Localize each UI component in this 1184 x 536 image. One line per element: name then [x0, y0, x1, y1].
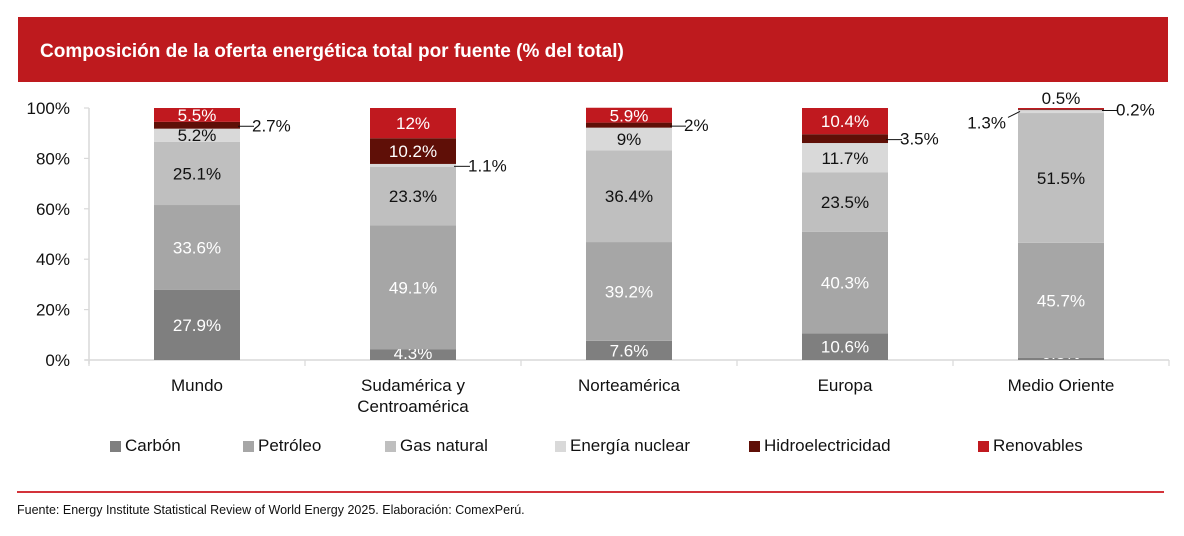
- legend-swatch-petroleo: [243, 440, 254, 452]
- title-banner: Composición de la oferta energética tota…: [18, 17, 1168, 82]
- bar-segment-hidroelectricidad: [586, 122, 672, 128]
- legend-item-carbon: Carbón: [110, 436, 181, 456]
- bar-segment-carb-n: [154, 289, 240, 360]
- y-tick-label: 20%: [36, 301, 70, 320]
- data-label: 10.6%: [821, 338, 869, 357]
- data-label-callout: 1.1%: [468, 156, 507, 175]
- bar-segment-energ-a-nuclear: [370, 163, 456, 167]
- bar-segment-renovables: [370, 108, 456, 139]
- data-label-callout: 2.7%: [252, 116, 291, 135]
- legend-item-hidroelectricidad: Hidroelectricidad: [749, 436, 891, 456]
- bar-segment-petr-leo: [370, 225, 456, 350]
- bar-segment-gas-natural: [370, 166, 456, 226]
- data-label-callout: 0.2%: [1116, 101, 1155, 120]
- bar-segment-hidroelectricidad: [370, 138, 456, 164]
- data-label-callout: 1.3%: [967, 113, 1006, 132]
- data-label: 40.3%: [821, 274, 869, 293]
- data-label: 5.5%: [178, 106, 217, 125]
- bar-segment-petr-leo: [802, 231, 888, 334]
- data-label: 5.9%: [610, 107, 649, 126]
- data-label: 10.4%: [821, 112, 869, 131]
- bar-segment-petr-leo: [1018, 242, 1104, 358]
- data-label-callout: 3.5%: [900, 130, 939, 149]
- footer-divider: [17, 491, 1164, 493]
- bar-segment-carb-n: [370, 349, 456, 360]
- legend-label: Energía nuclear: [570, 436, 691, 455]
- data-label: 25.1%: [173, 164, 221, 183]
- bar-segment-carb-n: [802, 333, 888, 360]
- data-label: 11.7%: [822, 149, 869, 168]
- data-label: 10.2%: [389, 142, 437, 161]
- bar-segment-renovables: [154, 108, 240, 122]
- data-label: 33.6%: [173, 238, 221, 257]
- data-label: 27.9%: [173, 316, 221, 335]
- bar-segment-hidroelectricidad: [802, 134, 888, 144]
- legend-label: Gas natural: [400, 436, 488, 455]
- data-label: 23.3%: [389, 187, 437, 206]
- x-category-label: Sudamérica y: [361, 376, 465, 395]
- bar-segment-carb-n: [586, 340, 672, 360]
- legend: Carbón Petróleo Gas natural Energía nucl…: [0, 436, 1184, 456]
- data-label-callout: 2%: [684, 116, 709, 135]
- data-label: 5.2%: [178, 126, 217, 145]
- legend-item-renovables: Renovables: [978, 436, 1083, 456]
- bar-segment-renovables: [802, 108, 888, 135]
- x-category-label: Mundo: [171, 376, 223, 395]
- y-tick-label: 100%: [27, 99, 70, 118]
- data-label-callout: 0.5%: [1042, 89, 1081, 108]
- legend-swatch-renovables: [978, 440, 989, 452]
- x-category-label: Europa: [818, 376, 873, 395]
- bar-segment-hidroelectricidad: [1018, 109, 1104, 111]
- y-tick-label: 40%: [36, 250, 70, 269]
- bar-segment-energ-a-nuclear: [154, 128, 240, 142]
- data-label: 12%: [396, 114, 430, 133]
- legend-swatch-gas-natural: [385, 440, 396, 452]
- bar-segment-gas-natural: [802, 172, 888, 232]
- legend-item-petroleo: Petróleo: [243, 436, 321, 456]
- data-label: 36.4%: [605, 187, 653, 206]
- legend-item-gas-natural: Gas natural: [385, 436, 488, 456]
- data-label: 23.5%: [821, 193, 869, 212]
- x-category-label: Centroamérica: [357, 397, 469, 416]
- data-label: 9%: [617, 130, 642, 149]
- chart-title: Composición de la oferta energética tota…: [40, 41, 624, 62]
- bar-segment-gas-natural: [586, 150, 672, 243]
- bar-segment-carb-n: [1018, 357, 1104, 360]
- bar-segment-energ-a-nuclear: [1018, 109, 1104, 114]
- data-label: 39.2%: [605, 282, 653, 301]
- data-label: 7.6%: [610, 341, 649, 360]
- stacked-bar-chart: 0% 20% 40% 60% 80% 100% Mundo 27.9% 33.6% 25.1% 5.…: [27, 89, 1170, 416]
- y-tick-label: 0%: [45, 351, 70, 370]
- data-label: 49.1%: [389, 278, 437, 297]
- bar-segment-gas-natural: [1018, 113, 1104, 243]
- legend-label: Renovables: [993, 436, 1083, 455]
- data-label: 45.7%: [1037, 291, 1085, 310]
- legend-swatch-energia-nuclear: [555, 440, 566, 452]
- bar-segment-energ-a-nuclear: [586, 127, 672, 151]
- bar-segment-petr-leo: [154, 205, 240, 290]
- legend-label: Hidroelectricidad: [764, 436, 891, 455]
- legend-swatch-carbon: [110, 440, 121, 452]
- source-note: Fuente: Energy Institute Statistical Rev…: [17, 503, 525, 517]
- legend-label: Petróleo: [258, 436, 322, 455]
- x-category-label: Norteamérica: [578, 376, 681, 395]
- legend-label: Carbón: [125, 436, 181, 455]
- y-tick-label: 80%: [36, 149, 70, 168]
- y-tick-label: 60%: [36, 200, 70, 219]
- data-label: 51.5%: [1037, 169, 1085, 188]
- x-category-label: Medio Oriente: [1008, 376, 1115, 395]
- bar-segment-gas-natural: [154, 141, 240, 206]
- bar-segment-renovables: [1018, 108, 1104, 110]
- bar-segment-renovables: [586, 107, 672, 123]
- legend-swatch-hidroelectricidad: [749, 440, 760, 452]
- bar-segment-energ-a-nuclear: [802, 143, 888, 173]
- callout-leader-line: [1007, 110, 1021, 118]
- legend-item-energia-nuclear: Energía nuclear: [555, 436, 690, 456]
- bar-segment-hidroelectricidad: [154, 121, 240, 129]
- bar-segment-petr-leo: [586, 242, 672, 341]
